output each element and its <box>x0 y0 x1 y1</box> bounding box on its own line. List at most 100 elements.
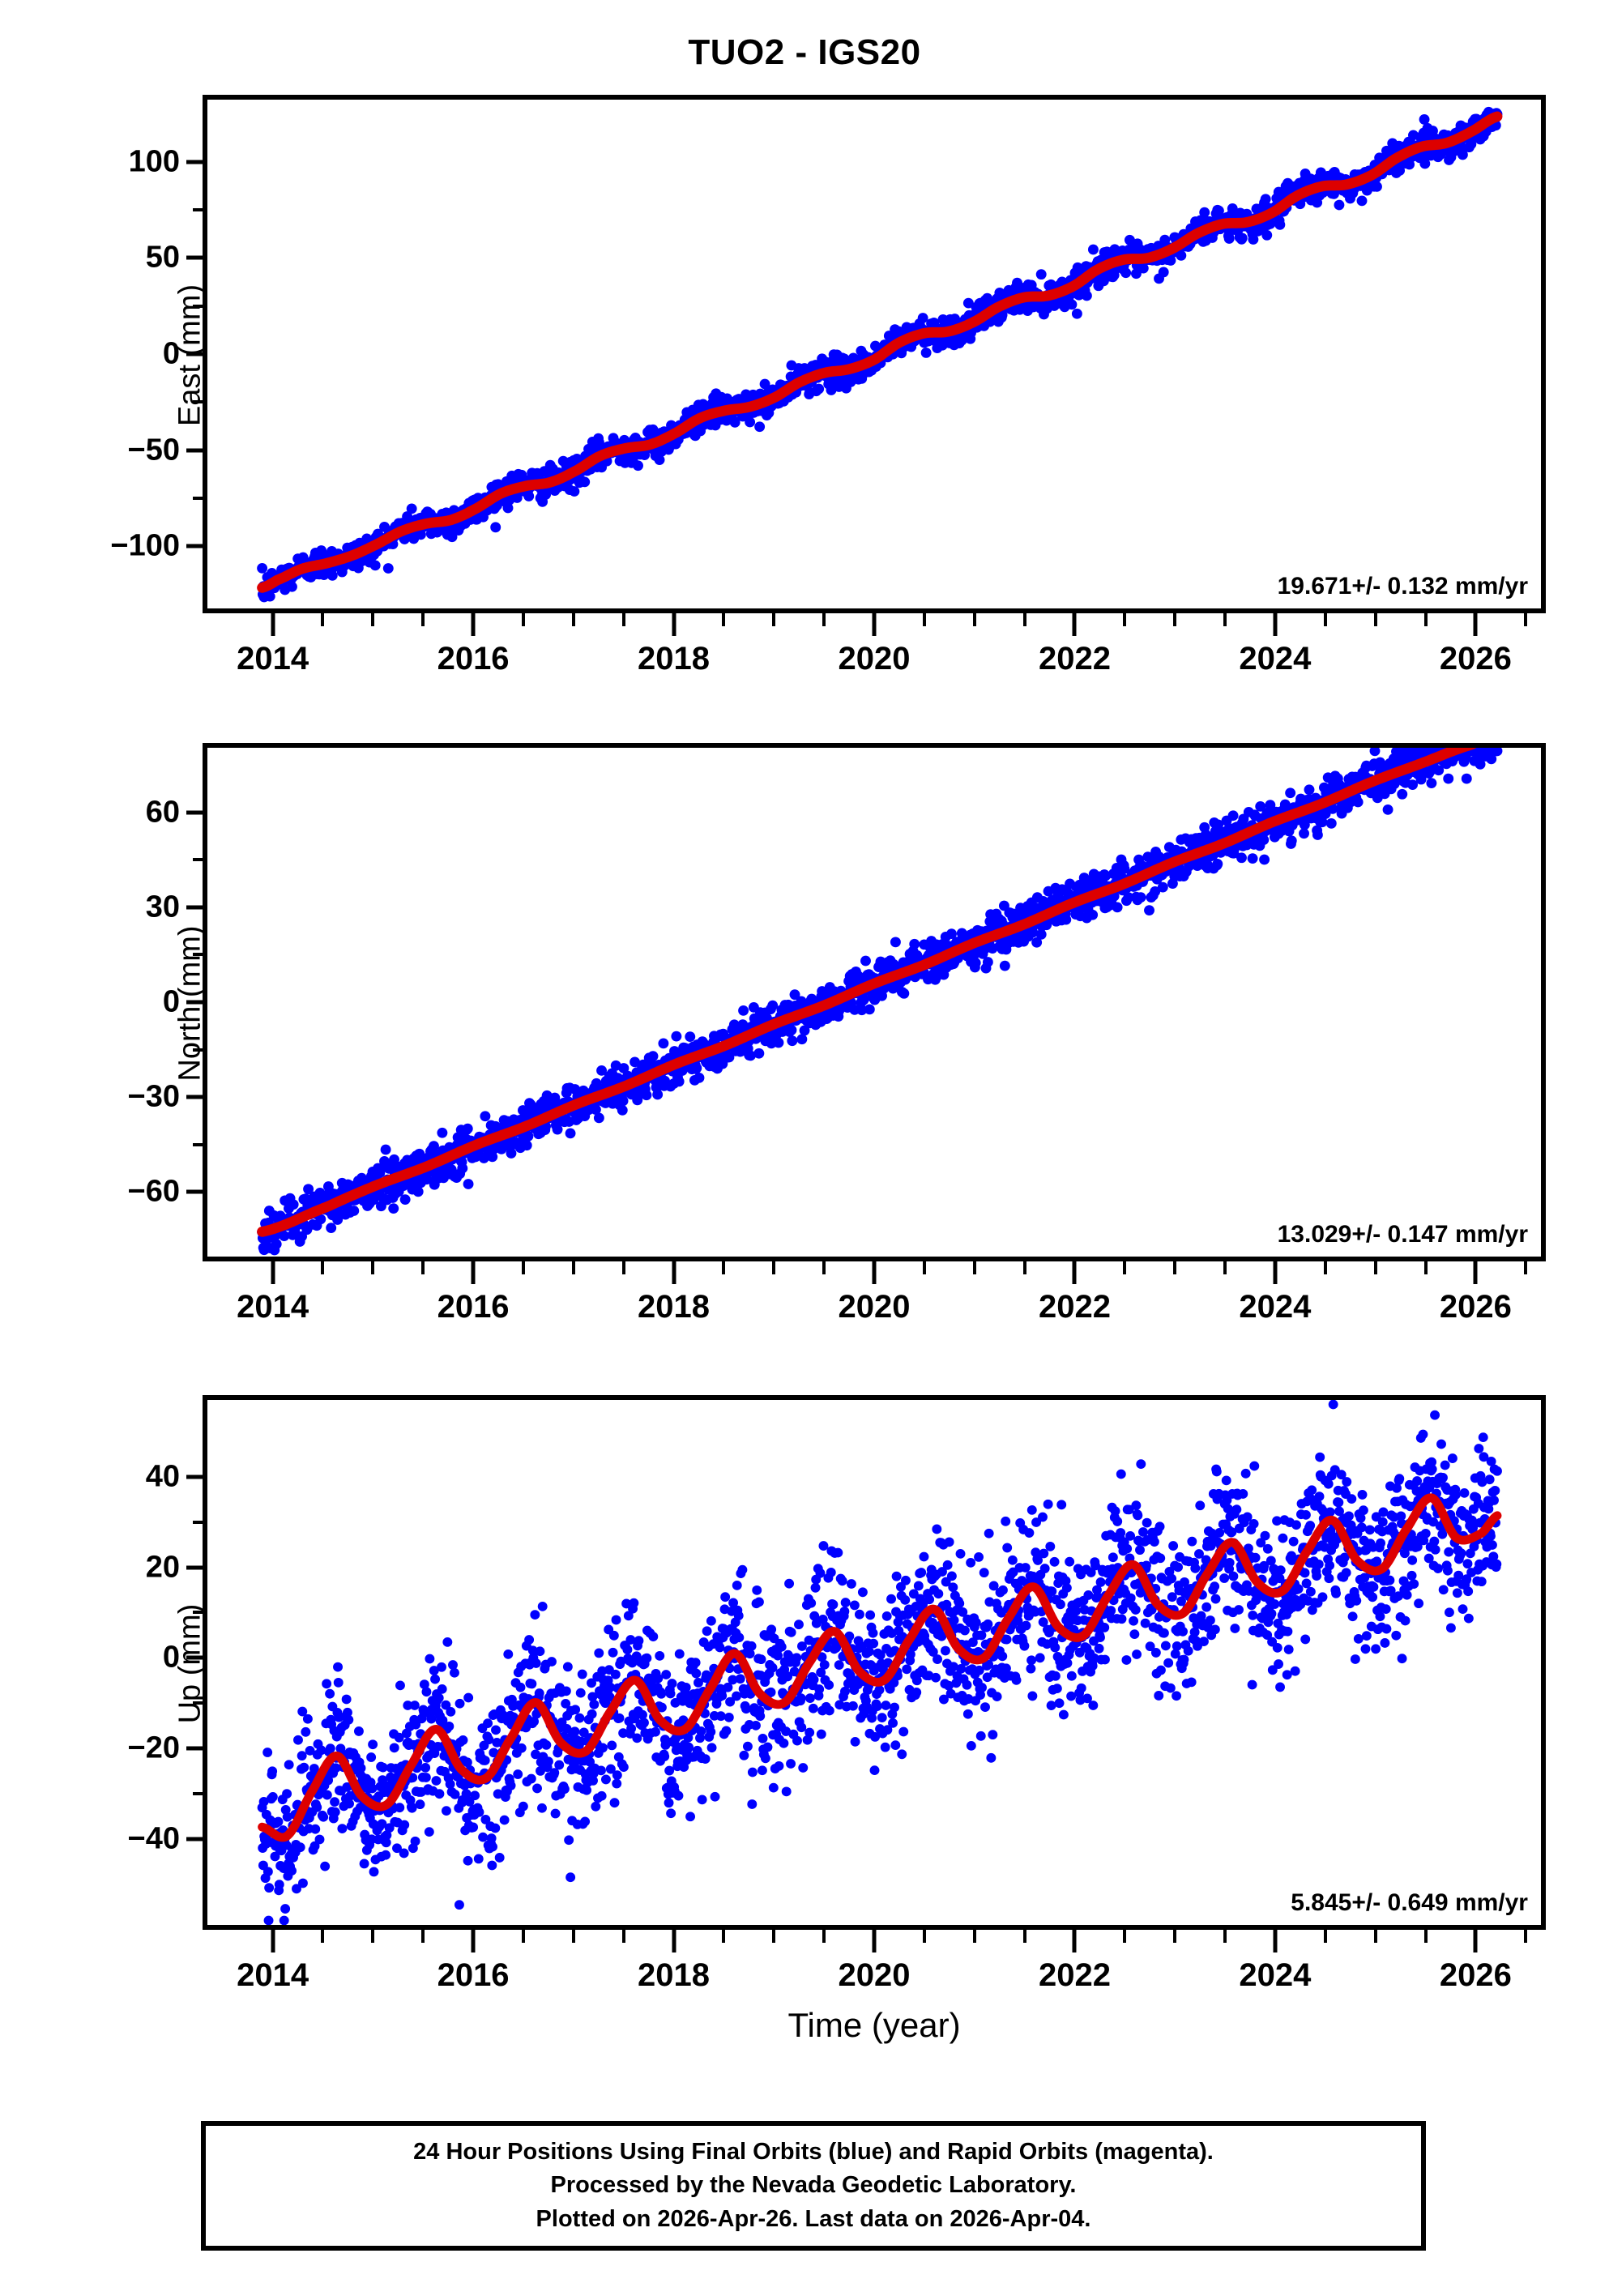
y-tick-mark-minor <box>193 304 203 308</box>
x-tick-mark-minor <box>972 1930 976 1943</box>
x-tick-mark <box>1473 1261 1478 1284</box>
x-tick-mark <box>1273 613 1278 636</box>
y-tick-mark <box>186 1837 203 1841</box>
y-tick-mark <box>186 448 203 453</box>
y-tick-mark <box>186 1189 203 1194</box>
x-tick-mark-minor <box>1423 1261 1428 1274</box>
x-tick-mark-minor <box>1123 1261 1127 1274</box>
x-tick-mark-minor <box>421 1930 425 1943</box>
y-tick-mark-minor <box>193 1142 203 1146</box>
y-tick-mark <box>186 1746 203 1751</box>
y-tick-mark <box>186 544 203 548</box>
y-tick-label: −20 <box>127 1731 180 1765</box>
y-tick-mark-minor <box>193 1048 203 1052</box>
page-title: TUO2 - IGS20 <box>688 32 921 72</box>
plot-frame-east: 19.671+/- 0.132 mm/yr <box>203 95 1546 613</box>
y-tick-mark <box>186 1655 203 1660</box>
y-tick-label: 60 <box>145 795 180 830</box>
x-tick-mark-minor <box>722 613 726 626</box>
y-tick-mark <box>186 352 203 356</box>
x-tick-mark-minor <box>1524 1261 1528 1274</box>
x-tick-mark-minor <box>421 1261 425 1274</box>
panel-north: 13.029+/- 0.147 mm/yr North (mm) 60 30 0 −3… <box>128 743 1546 1325</box>
x-tick-mark-minor <box>922 1261 926 1274</box>
y-tick-label: 0 <box>162 336 180 371</box>
x-tick-mark-minor <box>972 613 976 626</box>
x-axis-label: Time (year) <box>787 2006 961 2044</box>
y-tick-mark <box>186 255 203 260</box>
x-tick-label: 2024 <box>1239 1289 1312 1325</box>
y-tick-mark-minor <box>193 1611 203 1615</box>
y-tick-mark <box>186 810 203 815</box>
x-tick-mark-minor <box>521 1261 525 1274</box>
panel-east: 19.671+/- 0.132 mm/yr East (mm) 100 50 0 −5… <box>110 95 1546 676</box>
x-tick-mark-minor <box>321 613 325 626</box>
x-tick-mark-minor <box>371 613 375 626</box>
x-tick-mark-minor <box>321 1930 325 1943</box>
x-tick-mark <box>1072 1261 1077 1284</box>
y-tick-label: −60 <box>127 1174 180 1209</box>
x-tick-mark <box>1273 1261 1278 1284</box>
footer-line-2: Processed by the Nevada Geodetic Laborat… <box>550 2172 1077 2199</box>
plot-frame-north: 13.029+/- 0.147 mm/yr <box>203 743 1546 1261</box>
y-tick-label: 20 <box>145 1550 180 1585</box>
x-tick-label: 2020 <box>838 1289 911 1325</box>
x-tick-mark-minor <box>772 613 776 626</box>
x-tick-mark-minor <box>1423 1930 1428 1943</box>
y-tick-mark <box>186 160 203 164</box>
x-tick-mark-minor <box>1323 1930 1327 1943</box>
x-tick-mark-minor <box>722 1930 726 1943</box>
x-tick-mark <box>872 1261 877 1284</box>
x-tick-mark-minor <box>1123 1930 1127 1943</box>
y-tick-mark-minor <box>193 496 203 500</box>
fit-line <box>257 748 1477 1237</box>
x-tick-mark-minor <box>1022 613 1026 626</box>
x-tick-mark-minor <box>1022 1261 1026 1274</box>
x-tick-mark-minor <box>1223 1930 1227 1943</box>
y-tick-mark-minor <box>193 1792 203 1796</box>
y-tick-label: 0 <box>162 984 180 1019</box>
x-tick-mark-minor <box>571 613 575 626</box>
x-tick-mark-minor <box>972 1261 976 1274</box>
y-tick-label: −50 <box>127 433 180 467</box>
x-tick-mark-minor <box>371 1930 375 1943</box>
x-tick-label: 2026 <box>1439 641 1512 676</box>
x-tick-label: 2016 <box>437 1957 510 1993</box>
x-tick-mark <box>471 1261 476 1284</box>
x-tick-mark-minor <box>321 1261 325 1274</box>
x-tick-label: 2018 <box>638 1289 711 1325</box>
y-tick-mark <box>186 905 203 910</box>
x-tick-mark-minor <box>1524 1930 1528 1943</box>
x-tick-label: 2016 <box>437 641 510 676</box>
y-tick-mark <box>186 1474 203 1479</box>
x-tick-label: 2022 <box>1038 1289 1111 1325</box>
x-tick-label: 2016 <box>437 1289 510 1325</box>
x-tick-mark <box>271 613 275 636</box>
x-tick-mark-minor <box>1223 1261 1227 1274</box>
x-tick-label: 2022 <box>1038 1957 1111 1993</box>
x-tick-label: 2022 <box>1038 641 1111 676</box>
fit-line <box>258 1493 1502 1842</box>
y-tick-mark-minor <box>193 858 203 862</box>
x-tick-mark-minor <box>772 1930 776 1943</box>
y-tick-label: 30 <box>145 890 180 924</box>
y-tick-label: 50 <box>145 240 180 275</box>
y-tick-label: −40 <box>127 1821 180 1856</box>
x-tick-mark-minor <box>421 613 425 626</box>
rate-annotation-east: 19.671+/- 0.132 mm/yr <box>1277 573 1528 600</box>
x-tick-mark-minor <box>1022 1930 1026 1943</box>
x-tick-mark-minor <box>1373 1261 1377 1274</box>
y-tick-mark-minor <box>193 208 203 212</box>
x-tick-mark-minor <box>571 1930 575 1943</box>
y-tick-label: 100 <box>128 144 180 179</box>
x-tick-mark <box>872 1930 877 1952</box>
x-tick-mark-minor <box>922 613 926 626</box>
plot-frame-up: 5.845+/- 0.649 mm/yr <box>203 1395 1546 1930</box>
x-tick-mark <box>672 1261 676 1284</box>
x-tick-label: 2018 <box>638 641 711 676</box>
footer-line-3: Plotted on 2026-Apr-26. Last data on 202… <box>536 2205 1091 2232</box>
y-tick-mark-minor <box>193 1520 203 1524</box>
x-tick-mark <box>471 1930 476 1952</box>
x-tick-mark-minor <box>1423 613 1428 626</box>
x-tick-mark-minor <box>1524 613 1528 626</box>
